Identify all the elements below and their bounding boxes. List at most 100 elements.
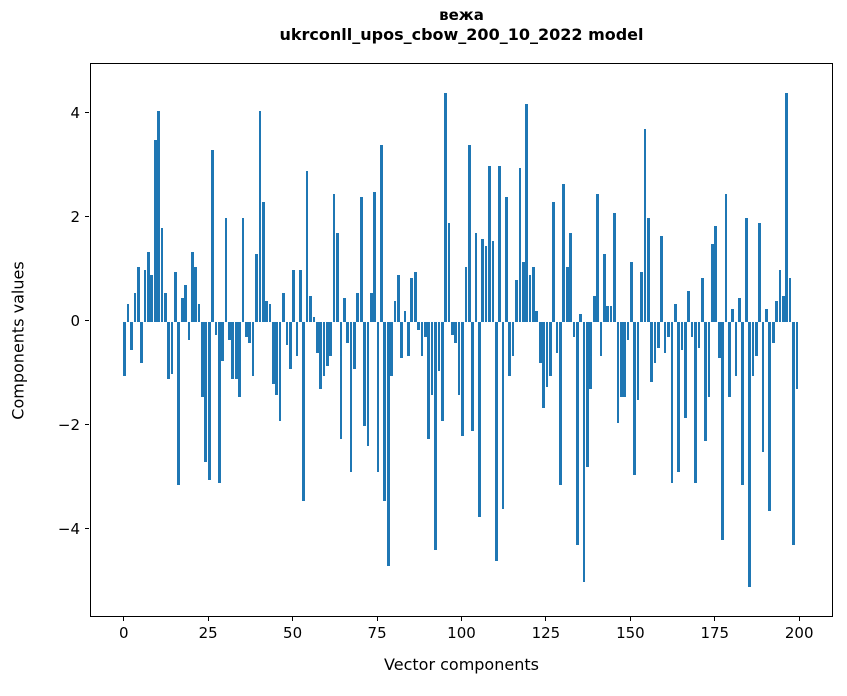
y-tick-mark [85, 528, 89, 530]
chart-title-model: ukrconll_upos_cbow_200_10_2022 model [279, 25, 644, 44]
vector-component-bar [204, 321, 208, 463]
vector-component-bar [319, 321, 322, 390]
vector-component-bar [174, 272, 177, 322]
vector-component-bar [606, 306, 610, 322]
vector-component-bar [292, 269, 295, 322]
vector-component-bar [592, 295, 596, 322]
vector-component-bar [619, 321, 623, 398]
vector-component-bar [548, 321, 552, 377]
vector-component-bar [295, 321, 299, 356]
vector-component-bar [724, 194, 728, 322]
vector-component-bar [785, 93, 789, 322]
vector-component-bar [748, 321, 751, 587]
vector-component-bar [305, 171, 309, 322]
vector-component-bar [190, 251, 194, 322]
vector-component-bar [704, 321, 707, 442]
vector-component-bar [633, 321, 637, 476]
vector-component-bar [167, 321, 171, 379]
vector-component-bar [272, 321, 275, 385]
y-tick-mark [85, 216, 89, 218]
vector-component-bar [342, 298, 346, 322]
vector-component-bar [359, 197, 363, 322]
vector-component-bar [255, 254, 258, 322]
vector-component-bar [231, 321, 235, 379]
vector-component-bar [407, 321, 410, 356]
x-tick-label: 75 [367, 624, 387, 642]
vector-component-bar [707, 321, 711, 398]
vector-component-bar [734, 321, 738, 377]
x-tick-mark [714, 617, 716, 621]
vector-component-bar [312, 316, 316, 322]
vector-component-bar [602, 254, 606, 322]
vector-component-bar [690, 321, 694, 338]
vector-component-bar [788, 277, 792, 322]
vector-component-bar [751, 321, 755, 377]
vector-component-bar [501, 321, 505, 509]
y-tick-mark [85, 320, 89, 322]
vector-component-bar [228, 321, 231, 340]
vector-component-bar [217, 321, 221, 483]
vector-component-bar [508, 321, 512, 377]
x-tick-mark [207, 617, 209, 621]
vector-component-bar [268, 303, 272, 322]
vector-component-bar [569, 233, 572, 322]
vector-component-bar [565, 267, 569, 322]
vector-component-bar [484, 246, 488, 322]
vector-component-bar [454, 321, 458, 343]
vector-component-bar [380, 145, 383, 322]
vector-component-bar [481, 238, 485, 322]
vector-component-bar [640, 272, 643, 322]
y-tick-label: 0 [70, 311, 80, 330]
vector-component-bar [670, 321, 674, 483]
vector-component-bar [214, 321, 218, 335]
vector-component-bar [285, 321, 289, 346]
vector-component-bar [261, 202, 265, 322]
vector-component-bar [505, 197, 508, 322]
vector-component-bar [575, 321, 579, 546]
vector-component-bar [143, 269, 147, 322]
vector-component-bar [572, 321, 576, 338]
vector-component-bar [653, 321, 657, 364]
x-tick-mark [460, 617, 463, 621]
vector-component-bar [589, 321, 593, 390]
vector-component-bar [346, 321, 349, 343]
vector-component-bar [754, 321, 758, 356]
vector-component-bar [194, 267, 198, 322]
vector-component-bar [238, 321, 241, 398]
vector-component-bar [586, 321, 589, 468]
vector-component-bar [403, 311, 407, 322]
y-tick-label: −4 [57, 519, 80, 538]
x-tick-label: 0 [119, 624, 129, 642]
x-tick-label: 200 [784, 624, 814, 642]
vector-component-bar [278, 321, 282, 421]
vector-component-bar [339, 321, 343, 439]
vector-component-bar [265, 300, 268, 322]
vector-component-bar [494, 321, 498, 561]
vector-component-bar [163, 293, 167, 322]
vector-component-bar [383, 321, 387, 502]
vector-component-bar [302, 321, 306, 502]
vector-component-bar [663, 321, 667, 353]
x-tick-mark [545, 617, 547, 621]
vector-component-bar [471, 321, 474, 431]
vector-component-bar [282, 293, 285, 322]
vector-component-bar [491, 241, 495, 322]
vector-component-bar [184, 285, 187, 322]
vector-component-bar [626, 321, 630, 340]
vector-component-bar [288, 321, 292, 369]
vector-component-bar [511, 321, 515, 356]
vector-component-bar [765, 308, 768, 322]
vector-component-bar [197, 303, 201, 322]
vector-component-bar [717, 321, 721, 359]
vector-component-bar [150, 275, 154, 322]
x-tick-label: 150 [616, 624, 645, 642]
vector-component-bar [528, 275, 532, 322]
y-tick-label: 4 [70, 103, 80, 122]
vector-component-bar [245, 321, 248, 338]
vector-component-bar [451, 321, 454, 335]
vector-component-bar [457, 321, 461, 395]
vector-component-bar [136, 267, 140, 322]
vector-component-bar [201, 321, 204, 398]
vector-component-bar [434, 321, 437, 551]
vector-component-bar [521, 262, 525, 322]
